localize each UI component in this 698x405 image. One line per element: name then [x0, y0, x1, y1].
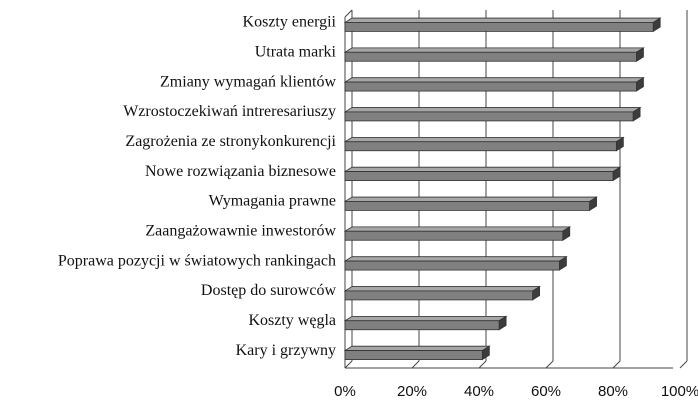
grid-floor	[478, 360, 487, 369]
grid-floor	[612, 360, 621, 369]
grid-floor	[411, 360, 420, 369]
x-tick-label: 80%	[598, 383, 628, 400]
y-tick-label: Kary i grzywny	[236, 342, 336, 359]
bar	[344, 350, 483, 360]
bar	[344, 260, 560, 271]
grid-floor	[679, 360, 688, 369]
bar-top	[343, 345, 491, 351]
bar	[344, 230, 564, 241]
bar-top	[343, 17, 662, 23]
bar-top	[343, 315, 508, 322]
y-tick-label: Utrata marki	[255, 43, 337, 60]
x-tick-label: 0%	[334, 383, 356, 400]
bar	[344, 51, 637, 62]
y-tick-label: Zagrożenia ze stronykonkurencji	[125, 133, 336, 150]
bar-top	[343, 196, 598, 202]
grid-floor	[545, 360, 554, 369]
bar-top	[343, 226, 572, 232]
y-tick-label: Zmiany wymagań klientów	[160, 73, 336, 90]
x-tick-label: 100%	[661, 383, 698, 400]
bar-top	[343, 256, 568, 262]
bar-top	[343, 107, 642, 113]
axis-line	[344, 9, 353, 18]
bar	[344, 290, 534, 301]
y-tick-label: Dostęp do surowców	[201, 282, 337, 299]
y-tick-label: Zaangażowawnie inwestorów	[145, 222, 336, 239]
bar-top	[343, 136, 625, 143]
bar	[344, 81, 637, 92]
grid-floor	[344, 360, 353, 369]
bar	[344, 171, 614, 181]
bar	[344, 201, 590, 211]
y-tick-label: Koszty energii	[243, 14, 337, 31]
x-tick-label: 20%	[397, 383, 427, 400]
y-tick-label: Wymagania prawne	[209, 193, 336, 210]
bar	[344, 320, 500, 331]
y-tick-label: Wzrostoczekiwań intreresariuszy	[123, 103, 336, 120]
bar	[344, 111, 634, 122]
x-tick-label: 40%	[464, 383, 494, 400]
bar-top	[343, 47, 645, 53]
bar	[344, 141, 617, 152]
bar-top	[343, 166, 622, 172]
x-tick-label: 60%	[531, 383, 561, 400]
bar-top	[343, 286, 541, 292]
y-tick-label: Koszty węgla	[248, 312, 336, 329]
bar-top	[343, 77, 645, 83]
y-tick-label: Nowe rozwiązania biznesowe	[145, 163, 336, 180]
y-tick-label: Poprawa pozycji w światowych rankingach	[58, 252, 336, 269]
bar	[344, 22, 654, 32]
